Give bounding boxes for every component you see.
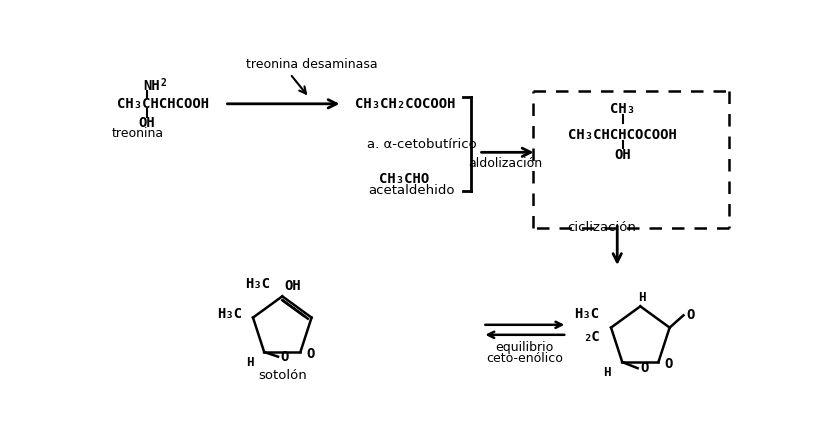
Text: CH₃CHCHCOOH: CH₃CHCHCOOH [117,97,209,111]
Text: aldolización: aldolización [469,157,543,170]
Text: NH: NH [144,79,160,93]
Text: ciclización: ciclización [568,220,636,233]
Text: CH₃CH₂COCOOH: CH₃CH₂COCOOH [356,97,455,111]
Text: ceto-enólico: ceto-enólico [487,352,563,365]
Text: 2: 2 [161,78,167,88]
Text: acetaldehido: acetaldehido [369,184,455,197]
Text: O: O [686,308,695,322]
Text: H: H [603,366,610,379]
Text: CH₃: CH₃ [610,102,635,116]
Text: CH₃CHO: CH₃CHO [379,172,429,185]
Text: OH: OH [139,116,155,130]
Text: treonina: treonina [111,127,163,140]
Text: H₃C: H₃C [217,307,243,321]
Text: H: H [638,291,646,304]
Text: CH₃CHCHCOCOOH: CH₃CHCHCOCOOH [568,128,677,142]
Text: sotolón: sotolón [258,369,307,382]
Text: H₃C: H₃C [246,277,271,291]
Text: a. α-cetobutírico: a. α-cetobutírico [367,138,477,151]
Text: OH: OH [615,148,631,162]
Text: O: O [306,347,314,362]
Text: OH: OH [285,279,301,293]
Text: ₂C: ₂C [582,330,600,344]
Text: treonina desaminasa: treonina desaminasa [246,58,377,71]
Text: H: H [247,356,254,369]
Text: O: O [640,361,648,375]
Text: equilibrio: equilibrio [496,341,554,354]
Text: O: O [664,357,672,370]
Text: O: O [280,349,289,364]
Text: H₃C: H₃C [574,307,600,321]
